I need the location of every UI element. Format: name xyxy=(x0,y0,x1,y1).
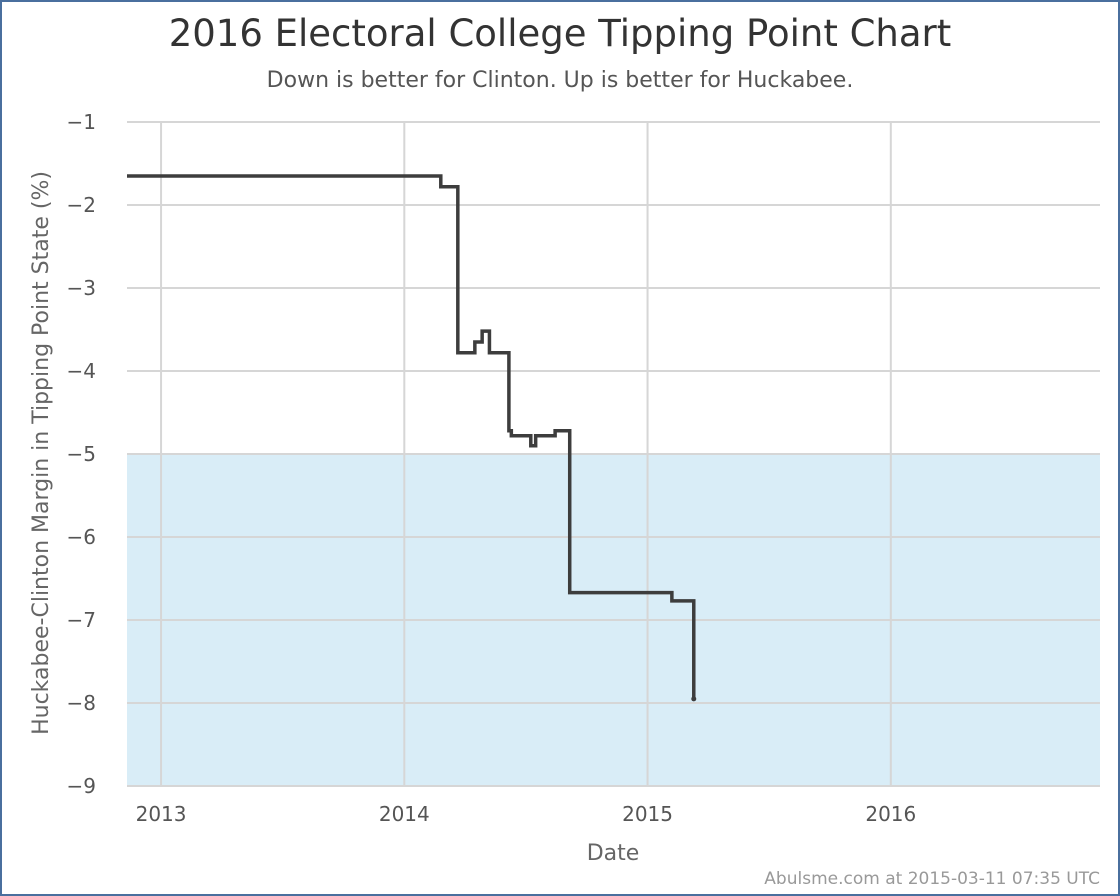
series-line xyxy=(127,174,696,699)
x-tick-label: 2016 xyxy=(865,802,916,826)
x-tick-labels: 2013 2014 2015 2016 xyxy=(136,802,917,826)
x-axis-label: Date xyxy=(587,841,640,866)
y-tick-label: −2 xyxy=(67,193,96,217)
grid-lines xyxy=(127,121,1100,787)
series-points xyxy=(126,175,697,702)
footer-credit: Abulsme.com at 2015-03-11 07:35 UTC xyxy=(764,869,1100,889)
y-tick-label: −5 xyxy=(67,442,96,466)
y-tick-label: −1 xyxy=(67,110,96,134)
x-tick-label: 2013 xyxy=(136,802,187,826)
y-tick-label: −8 xyxy=(67,691,96,715)
y-tick-label: −7 xyxy=(67,608,96,632)
y-axis-label: Huckabee-Clinton Margin in Tipping Point… xyxy=(29,171,54,735)
chart-subtitle: Down is better for Clinton. Up is better… xyxy=(266,68,854,93)
chart-title: 2016 Electoral College Tipping Point Cha… xyxy=(168,12,952,55)
y-tick-labels: −1 −2 −3 −4 −5 −6 −7 −8 −9 xyxy=(67,110,96,798)
y-tick-label: −4 xyxy=(67,359,96,383)
x-tick-label: 2014 xyxy=(379,802,430,826)
y-tick-label: −6 xyxy=(67,525,96,549)
y-tick-label: −9 xyxy=(67,774,96,798)
x-tick-label: 2015 xyxy=(622,802,673,826)
series-point xyxy=(691,696,697,702)
y-tick-label: −3 xyxy=(67,276,96,300)
